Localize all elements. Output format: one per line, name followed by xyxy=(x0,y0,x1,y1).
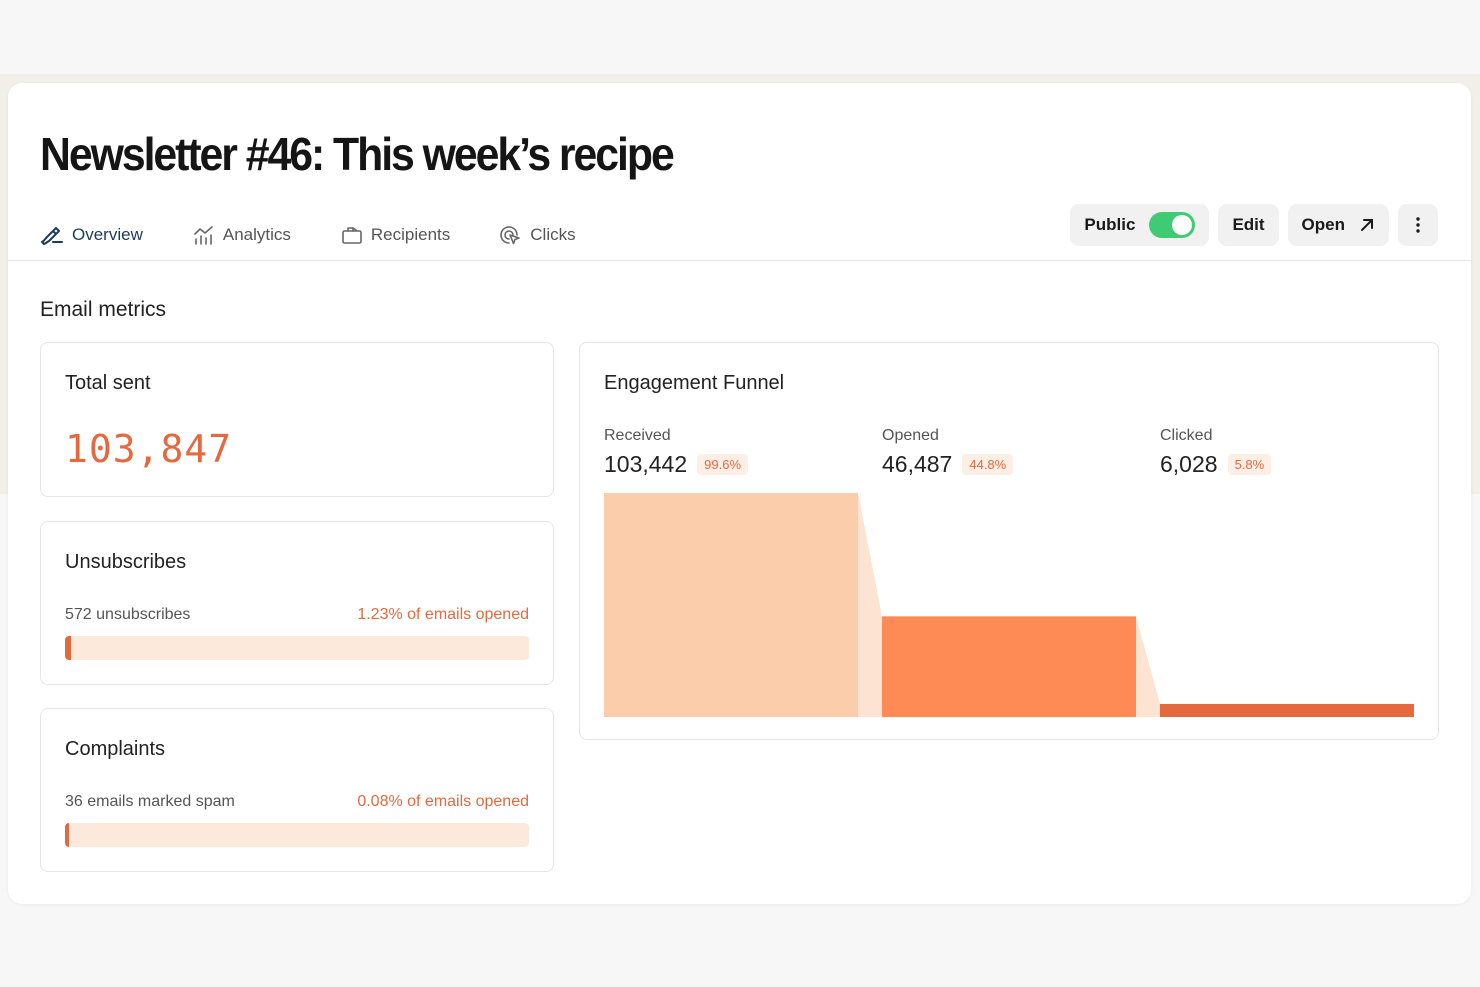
funnel-bar-received xyxy=(604,493,858,717)
stage-value-clicked: 6,028 xyxy=(1160,451,1218,477)
unsubscribes-row: 572 unsubscribes 1.23% of emails opened xyxy=(65,606,529,624)
stage-label-opened: Opened xyxy=(882,427,939,444)
stage-value-row-opened: 46,487 44.8% xyxy=(882,451,1014,478)
inbox-icon xyxy=(342,227,362,244)
funnel-bar-opened xyxy=(882,616,1136,717)
engagement-funnel-card: Engagement Funnel Received 103,442 99.6%… xyxy=(579,342,1439,740)
more-options-button[interactable] xyxy=(1398,204,1438,246)
funnel-connector-2 xyxy=(1136,616,1160,717)
complaints-row: 36 emails marked spam 0.08% of emails op… xyxy=(65,793,529,811)
unsubscribes-progress-track xyxy=(65,636,529,660)
cursor-click-icon xyxy=(500,226,521,245)
unsubscribes-card: Unsubscribes 572 unsubscribes 1.23% of e… xyxy=(40,521,554,685)
unsubscribes-percent: 1.23% of emails opened xyxy=(357,606,529,623)
open-label: Open xyxy=(1301,215,1345,234)
public-label: Public xyxy=(1084,215,1136,234)
total-sent-value: 103,847 xyxy=(65,427,233,471)
stage-percent-clicked: 5.8% xyxy=(1227,454,1272,475)
complaints-percent: 0.08% of emails opened xyxy=(357,793,529,810)
unsubscribes-progress-fill xyxy=(65,636,71,660)
funnel-connector-1 xyxy=(858,493,882,717)
chart-icon xyxy=(194,226,213,245)
toggle-knob xyxy=(1172,215,1193,235)
tab-clicks[interactable]: Clicks xyxy=(500,225,576,245)
funnel-title: Engagement Funnel xyxy=(604,372,785,394)
tab-analytics[interactable]: Analytics xyxy=(193,225,291,245)
newsletter-card: Newsletter #46: This week’s recipe Overv… xyxy=(8,83,1471,904)
arrow-up-right-icon xyxy=(1361,219,1373,231)
tab-overview[interactable]: Overview xyxy=(40,225,143,245)
stage-value-row-clicked: 6,028 5.8% xyxy=(1160,451,1272,478)
unsubscribes-count: 572 unsubscribes xyxy=(65,606,191,623)
stage-percent-received: 99.6% xyxy=(697,454,749,475)
stage-value-row-received: 103,442 99.6% xyxy=(604,451,749,478)
stage-percent-opened: 44.8% xyxy=(962,454,1014,475)
public-toggle[interactable] xyxy=(1149,212,1196,238)
complaints-progress-track xyxy=(65,823,529,847)
stage-value-opened: 46,487 xyxy=(882,451,953,477)
funnel-chart xyxy=(604,493,1414,717)
more-vertical-icon xyxy=(1416,217,1420,233)
page-title: Newsletter #46: This week’s recipe xyxy=(40,128,675,180)
section-title: Email metrics xyxy=(40,298,167,321)
open-button[interactable]: Open xyxy=(1287,204,1389,246)
header-actions: Public Edit Open xyxy=(1070,204,1438,246)
stage-label-clicked: Clicked xyxy=(1160,427,1213,444)
tab-overview-label: Overview xyxy=(72,225,143,244)
complaints-card: Complaints 36 emails marked spam 0.08% o… xyxy=(40,708,554,872)
unsubscribes-title: Unsubscribes xyxy=(65,551,187,573)
funnel-bar-clicked xyxy=(1160,703,1414,717)
stage-label-received: Received xyxy=(604,427,671,444)
tab-recipients[interactable]: Recipients xyxy=(341,225,450,245)
complaints-progress-fill xyxy=(65,823,69,847)
complaints-count: 36 emails marked spam xyxy=(65,793,235,810)
tab-clicks-label: Clicks xyxy=(530,225,576,244)
header-divider xyxy=(8,260,1471,261)
edit-button[interactable]: Edit xyxy=(1218,204,1279,246)
tab-recipients-label: Recipients xyxy=(370,225,451,244)
total-sent-title: Total sent xyxy=(65,372,151,394)
complaints-title: Complaints xyxy=(65,738,166,760)
total-sent-card: Total sent 103,847 xyxy=(40,342,554,497)
tab-analytics-label: Analytics xyxy=(222,225,291,244)
pen-icon xyxy=(41,227,63,245)
tab-bar: Overview Analytics Recipients Clicks xyxy=(40,219,626,251)
stage-value-received: 103,442 xyxy=(604,451,688,477)
public-toggle-button[interactable]: Public xyxy=(1070,204,1210,246)
